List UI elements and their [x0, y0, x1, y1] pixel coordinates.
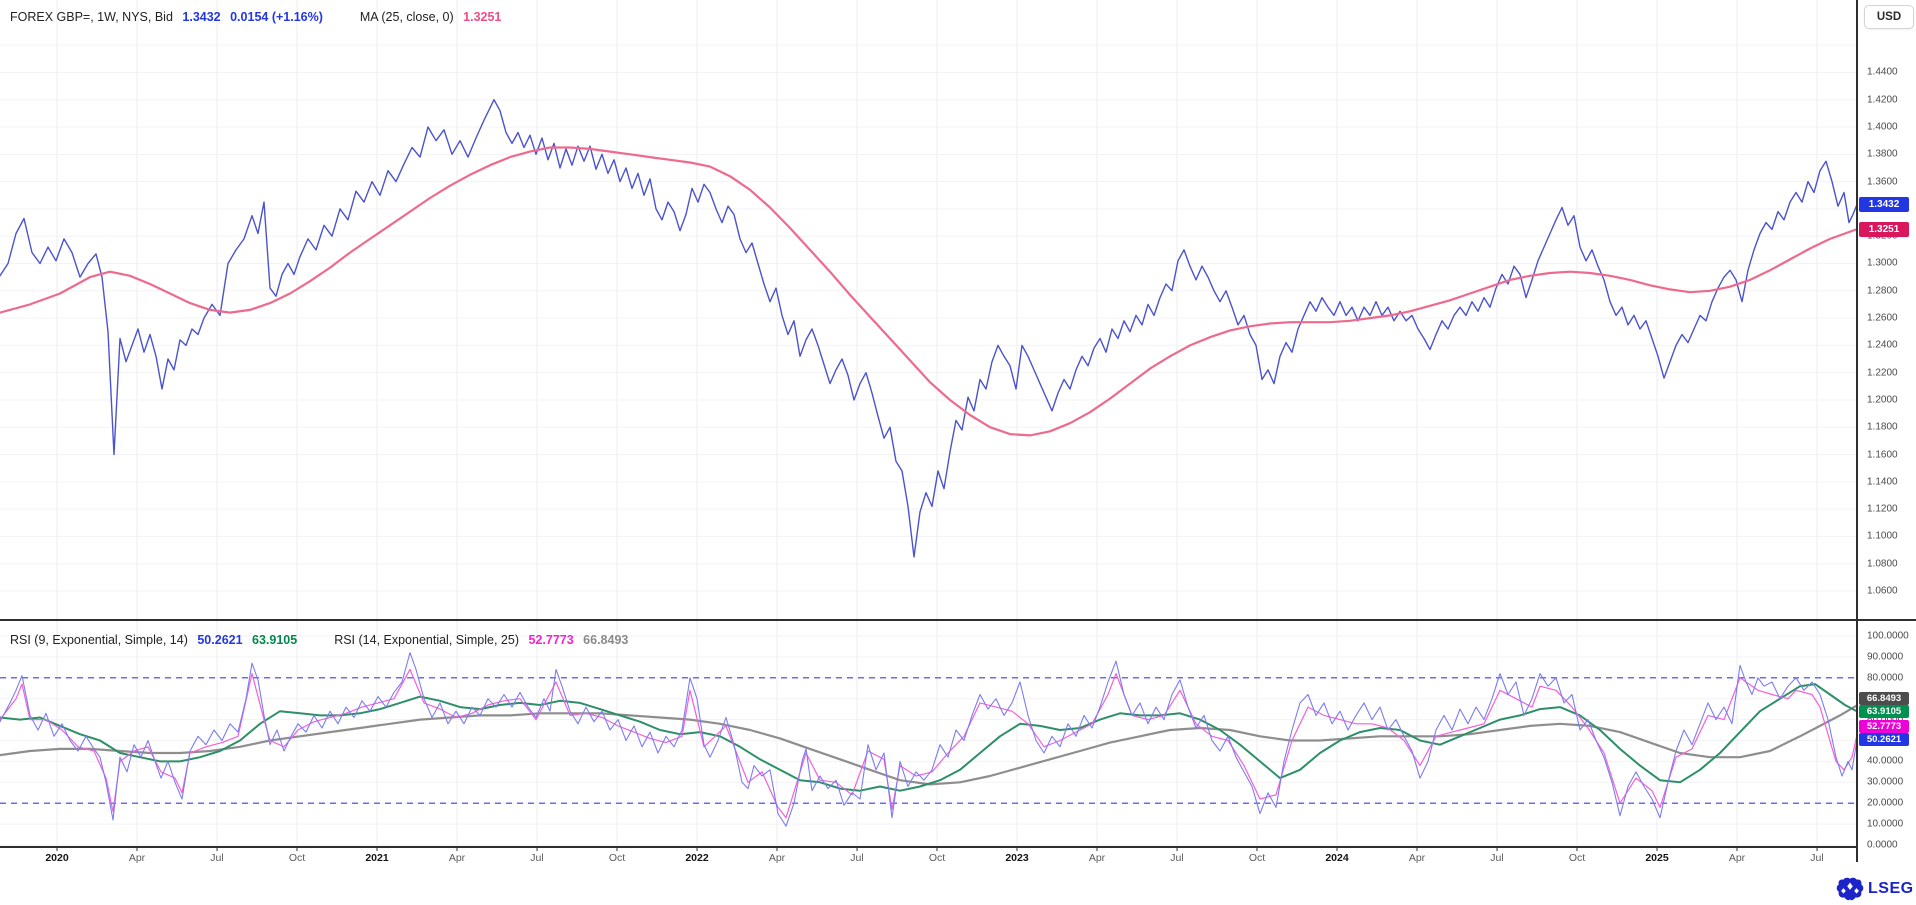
last-value-badge: 50.2621: [1859, 733, 1909, 747]
rsi-tick-label: 40.0000: [1867, 755, 1904, 767]
time-tick-label: Oct: [1568, 852, 1586, 864]
rsi-fast-signal-value: 63.9105: [252, 633, 298, 647]
rsi-tick-label: 10.0000: [1867, 818, 1904, 830]
price-tick-label: 1.0600: [1867, 585, 1898, 597]
rsi-fast-label: RSI (9, Exponential, Simple, 14): [10, 633, 188, 647]
time-tick-label: Jul: [850, 852, 864, 864]
time-tick-label: Oct: [928, 852, 946, 864]
rsi-fast-line: [0, 652, 1857, 827]
time-tick-label: Apr: [1408, 852, 1426, 864]
time-tick-label: Jul: [1170, 852, 1184, 864]
lseg-logo-text: LSEG: [1868, 880, 1914, 897]
price-tick-label: 1.1200: [1867, 503, 1898, 515]
time-tick-label: Oct: [288, 852, 306, 864]
rsi-fast-signal-line: [0, 683, 1857, 792]
panel-divider[interactable]: [0, 619, 1916, 621]
time-tick-label: Apr: [1728, 852, 1746, 864]
price-tick-label: 1.3600: [1867, 176, 1898, 188]
rsi-slow-signal-line: [0, 704, 1857, 786]
last-value-badge: 1.3251: [1859, 221, 1909, 237]
bid-value: 1.3432: [182, 10, 221, 24]
price-tick-label: 1.1800: [1867, 421, 1898, 433]
time-axis-line: [0, 846, 1857, 848]
ma-line: [0, 146, 1857, 437]
price-tick-label: 1.0800: [1867, 558, 1898, 570]
lseg-logo: LSEG: [1836, 876, 1914, 902]
ma-label: MA (25, close, 0): [359, 10, 454, 24]
instrument-title: FOREX GBP=, 1W, NYS, Bid: [10, 10, 173, 24]
last-value-badge: 52.7773: [1859, 720, 1909, 734]
price-tick-label: 1.2600: [1867, 312, 1898, 324]
last-value-badge: 66.8493: [1859, 691, 1909, 705]
rsi-tick-label: 90.0000: [1867, 651, 1904, 663]
price-tick-label: 1.2000: [1867, 394, 1898, 406]
rsi-fast-value: 50.2621: [197, 633, 243, 647]
price-tick-label: 1.1600: [1867, 449, 1898, 461]
price-tick-label: 1.2200: [1867, 367, 1898, 379]
price-axis-line: [1856, 0, 1858, 862]
price-tick-label: 1.3000: [1867, 257, 1898, 269]
time-tick-label: 2025: [1645, 852, 1669, 864]
time-tick-label: 2020: [45, 852, 69, 864]
rsi-slow-signal-value: 66.8493: [583, 633, 629, 647]
time-tick-label: Jul: [1490, 852, 1504, 864]
rsi-tick-label: 100.0000: [1867, 630, 1909, 642]
rsi-tick-label: 60.0000: [1867, 714, 1903, 725]
time-tick-label: Jul: [1810, 852, 1824, 864]
price-tick-label: 1.4000: [1867, 121, 1898, 133]
price-tick-label: 1.2800: [1867, 285, 1898, 297]
time-tick-label: 2023: [1005, 852, 1029, 864]
price-chart-legend[interactable]: FOREX GBP=, 1W, NYS, Bid 1.3432 0.0154 (…: [10, 10, 507, 24]
rsi-tick-label: 20.0000: [1867, 797, 1904, 809]
time-tick-label: Apr: [128, 852, 146, 864]
time-tick-label: Jul: [530, 852, 544, 864]
time-tick-label: Apr: [768, 852, 786, 864]
last-value-badge: 63.9105: [1859, 704, 1909, 718]
time-tick-label: 2022: [685, 852, 709, 864]
chart-canvas[interactable]: [0, 0, 1857, 868]
price-tick-label: 1.1000: [1867, 530, 1898, 542]
rsi-legend[interactable]: RSI (9, Exponential, Simple, 14) 50.2621…: [10, 633, 634, 647]
ma-value: 1.3251: [463, 10, 502, 24]
time-tick-label: Jul: [210, 852, 224, 864]
time-tick-label: Apr: [448, 852, 466, 864]
time-tick-label: 2021: [365, 852, 389, 864]
price-tick-label: 1.4200: [1867, 94, 1898, 106]
lseg-crest-icon: [1836, 877, 1864, 901]
rsi-tick-label: 80.0000: [1867, 672, 1904, 684]
rsi-slow-value: 52.7773: [528, 633, 574, 647]
rsi-tick-label: 30.0000: [1867, 776, 1904, 788]
rsi-slow-line: [0, 668, 1857, 819]
time-tick-label: Oct: [608, 852, 626, 864]
last-value-badge: 1.3432: [1859, 197, 1909, 213]
price-tick-label: 1.4400: [1867, 66, 1898, 78]
price-tick-label: 1.3800: [1867, 148, 1898, 160]
price-tick-label: 1.1400: [1867, 476, 1898, 488]
price-line: [0, 98, 1857, 558]
currency-axis-button[interactable]: USD: [1864, 5, 1914, 29]
time-tick-label: 2024: [1325, 852, 1349, 864]
rsi-tick-label: 0.0000: [1867, 839, 1898, 851]
time-tick-label: Oct: [1248, 852, 1266, 864]
time-tick-label: Apr: [1088, 852, 1106, 864]
rsi-slow-label: RSI (14, Exponential, Simple, 25): [334, 633, 520, 647]
price-tick-label: 1.2400: [1867, 339, 1898, 351]
change-value: 0.0154 (+1.16%): [230, 10, 323, 24]
